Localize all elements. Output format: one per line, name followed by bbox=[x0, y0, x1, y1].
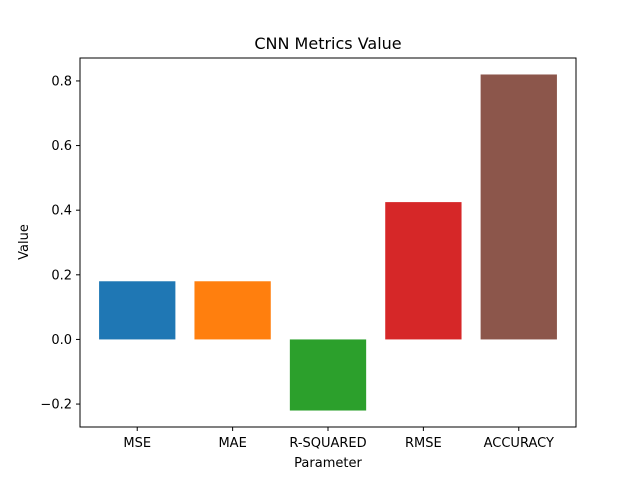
bars-layer bbox=[99, 74, 557, 411]
y-tick-label: 0.8 bbox=[51, 74, 72, 89]
bar-mse bbox=[99, 281, 176, 340]
x-tick-label-mse: MSE bbox=[123, 436, 151, 451]
bar-rmse bbox=[385, 202, 462, 340]
chart-title: CNN Metrics Value bbox=[254, 34, 401, 53]
y-tick-label: 0.4 bbox=[51, 204, 72, 219]
x-tick-label-accuracy: ACCURACY bbox=[484, 436, 554, 451]
y-tick-label: 0.2 bbox=[51, 268, 72, 283]
x-axis-ticks: MSE MAE R-SQUARED RMSE ACCURACY bbox=[123, 427, 554, 451]
x-tick-label-rmse: RMSE bbox=[405, 436, 442, 451]
bar-accuracy bbox=[480, 74, 557, 340]
y-tick-label: 0.0 bbox=[51, 333, 72, 348]
y-tick-label: 0.6 bbox=[51, 139, 72, 154]
x-tick-label-r-squared: R-SQUARED bbox=[289, 436, 366, 451]
bar-mae bbox=[194, 281, 271, 340]
bar-r-squared bbox=[289, 339, 367, 411]
y-axis-ticks: −0.2 0.0 0.2 0.4 0.6 0.8 bbox=[40, 74, 80, 413]
y-tick-label: −0.2 bbox=[40, 398, 72, 413]
y-axis-label: Value bbox=[17, 224, 32, 260]
x-tick-label-mae: MAE bbox=[218, 436, 246, 451]
x-axis-label: Parameter bbox=[294, 456, 362, 471]
